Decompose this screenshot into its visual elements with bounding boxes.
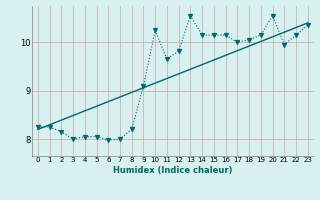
X-axis label: Humidex (Indice chaleur): Humidex (Indice chaleur) <box>113 166 233 175</box>
